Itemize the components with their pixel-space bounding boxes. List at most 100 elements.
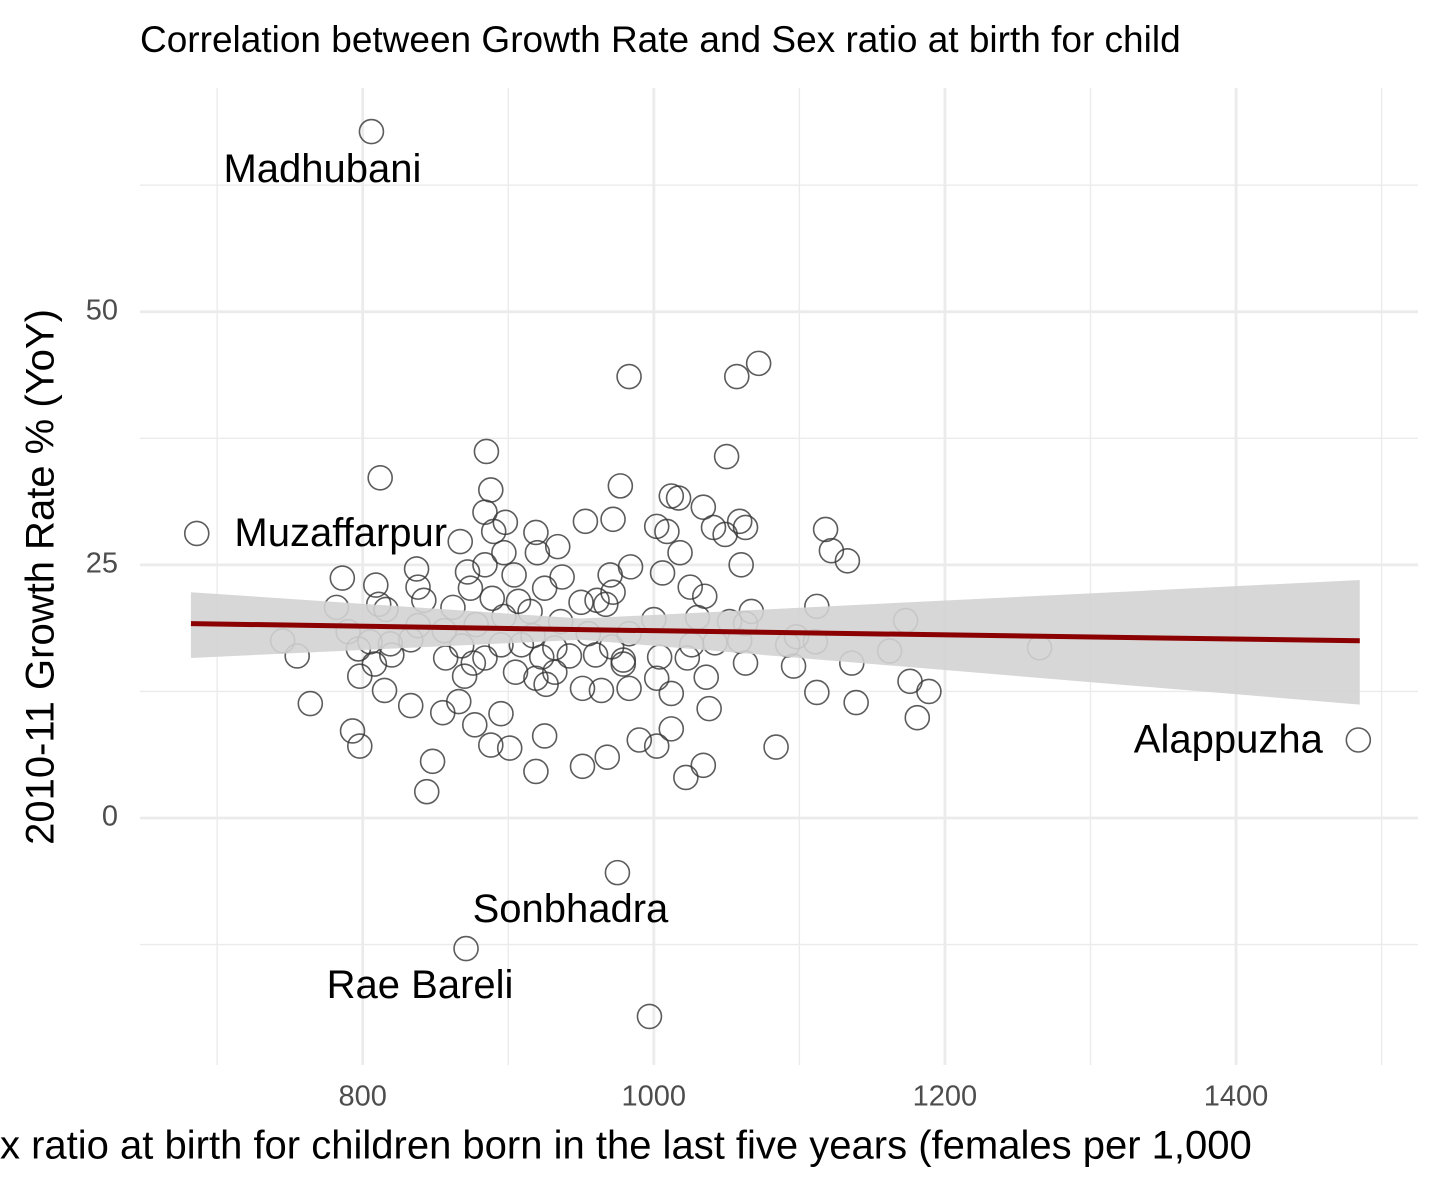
trend-line	[190, 621, 1360, 644]
point	[477, 732, 504, 758]
point	[674, 645, 701, 671]
point	[604, 859, 631, 886]
point	[588, 677, 615, 704]
point	[473, 438, 500, 465]
confidence-band	[190, 580, 1360, 705]
x-tick-label: 800	[339, 1081, 387, 1113]
point	[432, 645, 459, 671]
point	[696, 695, 722, 722]
point-label: Muzaffarpur	[234, 511, 447, 555]
point	[667, 539, 693, 566]
point-label: Alappuzha	[1134, 718, 1324, 762]
point	[528, 644, 555, 670]
point	[371, 677, 398, 704]
point	[677, 574, 704, 600]
point	[726, 508, 753, 535]
point	[523, 519, 549, 546]
point	[732, 514, 759, 541]
point	[479, 585, 506, 612]
point	[658, 716, 685, 742]
point	[297, 690, 324, 717]
point	[592, 591, 619, 618]
point	[461, 712, 488, 738]
point	[339, 718, 366, 744]
point	[572, 508, 599, 535]
point	[732, 650, 759, 676]
point	[413, 778, 440, 805]
point	[600, 579, 626, 605]
point-label: Madhubani	[223, 147, 421, 191]
point	[665, 485, 692, 511]
point	[693, 664, 720, 691]
point	[649, 560, 676, 586]
point	[643, 665, 670, 692]
point	[531, 723, 558, 749]
point	[429, 699, 456, 726]
point	[346, 663, 373, 690]
point	[451, 663, 478, 690]
point	[597, 562, 623, 588]
point	[691, 583, 718, 610]
point	[361, 651, 388, 677]
point	[569, 675, 596, 702]
point	[419, 748, 446, 775]
point	[454, 559, 481, 585]
point	[600, 506, 626, 533]
point	[447, 528, 474, 555]
point	[745, 350, 772, 377]
point	[834, 548, 861, 574]
point	[658, 680, 685, 707]
point	[763, 734, 789, 760]
point	[488, 700, 514, 727]
point	[397, 692, 424, 719]
point	[594, 744, 621, 771]
x-axis-title: x ratio at birth for children born in th…	[0, 1124, 1252, 1168]
point	[358, 118, 385, 145]
point	[403, 556, 430, 582]
point-label: Sonbhadra	[473, 887, 669, 931]
point	[533, 671, 559, 698]
point	[531, 575, 558, 601]
point	[607, 473, 634, 499]
point	[549, 564, 575, 590]
point	[453, 935, 479, 962]
point	[569, 753, 596, 780]
point	[690, 494, 717, 520]
point	[897, 668, 923, 695]
x-tick-label: 1200	[913, 1081, 978, 1113]
point	[723, 363, 750, 390]
point	[496, 735, 523, 761]
point	[491, 539, 517, 566]
point	[713, 443, 740, 470]
point	[480, 518, 507, 545]
point	[445, 688, 472, 715]
point	[544, 533, 571, 560]
point-label: Rae Bareli	[327, 963, 514, 1007]
point	[812, 516, 839, 543]
point	[346, 733, 373, 759]
point	[183, 520, 210, 547]
y-axis-title: 2010-11 Growth Rate % (YoY)	[19, 309, 63, 845]
point	[643, 733, 670, 759]
point	[477, 477, 504, 503]
point	[804, 679, 830, 706]
point	[712, 521, 738, 548]
point	[636, 1003, 663, 1030]
chart-title: Correlation between Growth Rate and Sex …	[140, 19, 1181, 60]
x-tick-label: 1400	[1204, 1081, 1269, 1113]
point	[818, 537, 845, 564]
point	[568, 589, 594, 616]
point	[329, 565, 356, 591]
point	[616, 363, 642, 390]
point	[524, 539, 551, 566]
y-tick-label: 0	[102, 801, 118, 833]
point	[616, 675, 642, 702]
point	[457, 575, 484, 601]
point	[582, 642, 609, 668]
point	[363, 572, 389, 598]
point	[610, 651, 637, 677]
point	[690, 752, 717, 779]
point	[673, 764, 699, 791]
point	[472, 645, 498, 671]
